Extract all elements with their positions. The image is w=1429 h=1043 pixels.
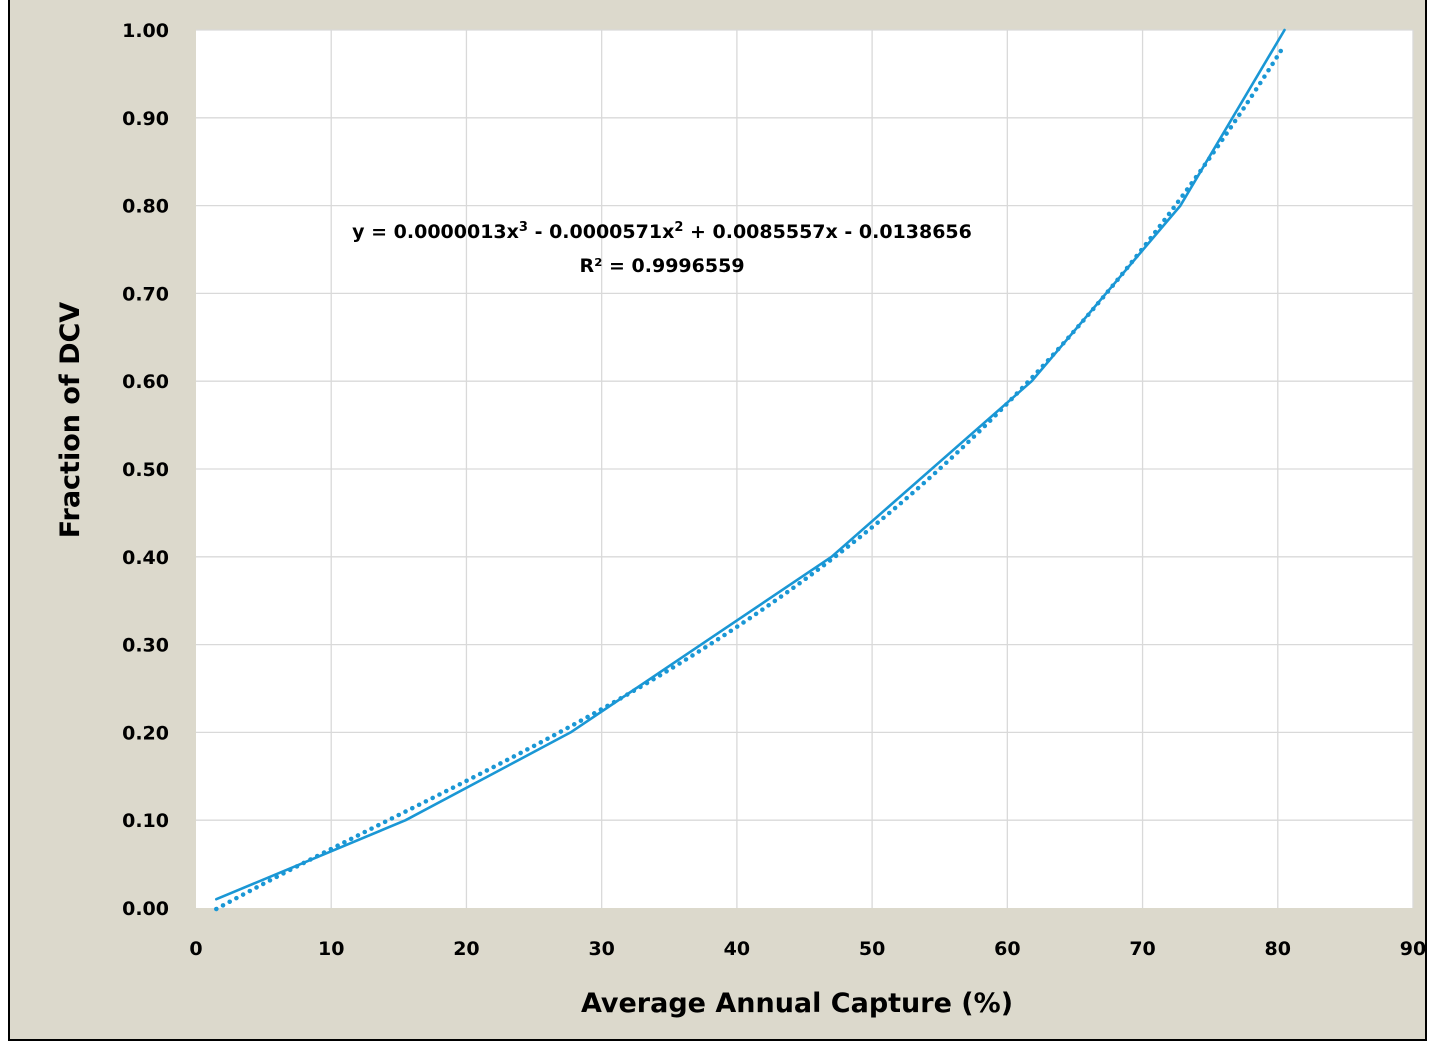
- tick-labels: 0 10 20 30 40 50 60 70 80 90 0.00 0.10 0.20 0.30 0.40 0…: [122, 20, 1426, 960]
- y-tick-label: 0.30: [122, 635, 169, 657]
- y-tick-label: 0.90: [122, 108, 169, 130]
- equation-part-2: - 0.0000571x: [528, 221, 674, 243]
- x-tick-label: 50: [859, 938, 885, 960]
- x-tick-label: 20: [453, 938, 479, 960]
- equation-exponent-3: 3: [519, 220, 528, 235]
- x-tick-label: 60: [994, 938, 1020, 960]
- y-tick-label: 0.50: [122, 459, 169, 481]
- trendline-dotted: [214, 42, 1287, 912]
- grid: [196, 29, 1414, 908]
- x-tick-label: 70: [1129, 938, 1155, 960]
- y-tick-label: 1.00: [122, 20, 169, 42]
- x-tick-label: 0: [189, 938, 202, 960]
- y-tick-label: 0.20: [122, 722, 169, 744]
- x-tick-label: 10: [318, 938, 344, 960]
- y-tick-label: 0.00: [122, 898, 169, 920]
- series-group: [214, 28, 1287, 912]
- equation-part-3: + 0.0085557x - 0.0138656: [683, 221, 971, 243]
- y-axis-title: Fraction of DCV: [55, 302, 86, 539]
- x-tick-label: 90: [1400, 938, 1426, 960]
- x-tick-label: 40: [724, 938, 750, 960]
- y-tick-label: 0.60: [122, 371, 169, 393]
- r-squared-label: R² = 0.9996559: [579, 255, 744, 277]
- x-axis-title: Average Annual Capture (%): [581, 988, 1013, 1019]
- data-series-line: [214, 28, 1286, 901]
- equation-exponent-2: 2: [674, 220, 683, 235]
- trendline-equation: y = 0.0000013x3 - 0.0000571x2 + 0.008555…: [352, 220, 972, 243]
- x-tick-label: 80: [1265, 938, 1291, 960]
- y-tick-label: 0.10: [122, 810, 169, 832]
- y-tick-label: 0.70: [122, 283, 169, 305]
- equation-part-1: y = 0.0000013x: [352, 221, 519, 243]
- x-tick-label: 30: [588, 938, 614, 960]
- y-tick-label: 0.80: [122, 196, 169, 218]
- y-tick-label: 0.40: [122, 547, 169, 569]
